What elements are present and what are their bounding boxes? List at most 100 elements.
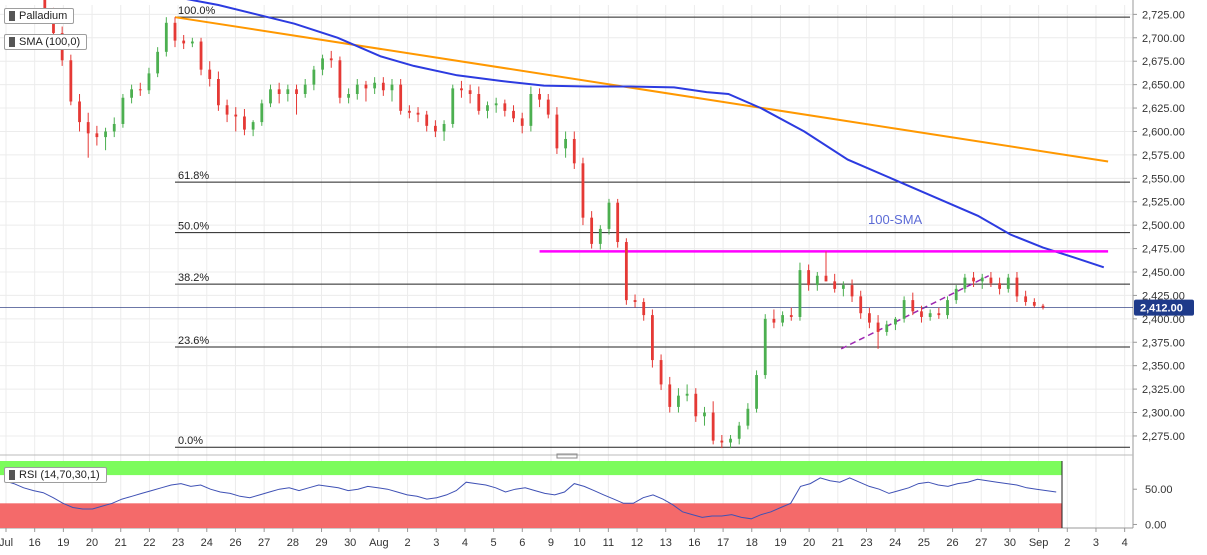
candle-body: [954, 288, 958, 301]
candle: [364, 80, 368, 102]
candle-body: [277, 89, 281, 94]
price-tick-label: 2,400.00: [1142, 314, 1185, 326]
candle-body: [902, 300, 906, 319]
candle: [789, 307, 793, 321]
candle-body: [859, 296, 863, 314]
fib-label: 0.0%: [178, 435, 203, 447]
candle-body: [677, 395, 680, 407]
candle: [581, 157, 585, 226]
candle-body: [755, 375, 758, 409]
candle-body: [920, 311, 923, 317]
time-tick-label: 22: [143, 537, 155, 549]
candle: [234, 107, 238, 132]
candle-body: [286, 89, 290, 94]
time-tick-label: 23: [172, 537, 184, 549]
candle: [425, 110, 429, 132]
grid-lines: [0, 5, 1133, 528]
candle-body: [937, 313, 941, 316]
candle: [295, 84, 298, 115]
candle-body: [772, 318, 776, 323]
candle-body: [460, 88, 463, 91]
candle-body: [95, 133, 99, 138]
candle-body: [616, 202, 620, 243]
candle-body: [581, 163, 585, 218]
price-tick-label: 2,300.00: [1142, 408, 1185, 420]
candle: [616, 198, 620, 248]
candle-body: [156, 51, 160, 74]
time-tick-label: 16: [29, 537, 41, 549]
candle: [260, 99, 264, 126]
candle-body: [555, 114, 559, 149]
candle: [633, 294, 637, 308]
candle-body: [564, 138, 567, 149]
rsi-swatch-icon: [9, 470, 15, 480]
candle: [104, 127, 107, 151]
candle-body: [43, 0, 47, 12]
candle-body: [703, 412, 706, 417]
rsi-line: [3, 477, 1057, 520]
candle: [434, 120, 437, 138]
candle-body: [329, 58, 333, 61]
sma-annotation: 100-SMA: [868, 212, 923, 227]
candle: [781, 311, 784, 327]
symbol-legend[interactable]: Palladium: [4, 8, 75, 24]
candle-body: [208, 69, 212, 80]
time-tick-label: 30: [1004, 537, 1016, 549]
candle-body: [269, 89, 272, 104]
sma-legend[interactable]: SMA (100,0): [4, 34, 88, 50]
candle-body: [355, 84, 359, 94]
candle-body: [607, 202, 611, 229]
candle-body: [407, 110, 411, 113]
fib-label: 50.0%: [178, 221, 209, 233]
time-tick-label: 11: [603, 537, 614, 549]
candle: [737, 421, 741, 445]
time-tick-label: 29: [315, 537, 327, 549]
candle: [243, 108, 246, 136]
candle-body: [520, 118, 524, 126]
candle-body: [729, 438, 732, 443]
candle: [121, 94, 125, 128]
candle: [321, 54, 324, 76]
candle-body: [78, 101, 81, 123]
candle-body: [815, 275, 819, 286]
candle: [668, 376, 672, 413]
time-tick-label: 2: [405, 537, 411, 549]
candle: [755, 370, 758, 413]
price-tick-label: 2,675.00: [1142, 56, 1185, 68]
time-tick-label: 26: [946, 537, 958, 549]
candle-body: [807, 270, 811, 286]
candle-body: [972, 277, 975, 282]
candle: [347, 88, 350, 104]
candle: [390, 79, 394, 102]
candle-body: [364, 84, 368, 89]
candle: [277, 82, 281, 104]
price-tick-label: 2,725.00: [1142, 9, 1185, 21]
rsi-legend[interactable]: RSI (14,70,30,1): [4, 467, 107, 483]
candle: [173, 17, 177, 48]
candle-body: [451, 88, 455, 124]
time-tick-label: Sep: [1029, 537, 1049, 549]
rising-support-line: [840, 275, 990, 350]
candle: [963, 273, 967, 293]
price-tick-label: 2,500.00: [1142, 220, 1185, 232]
candle-body: [998, 283, 1001, 289]
candle-body: [850, 285, 854, 297]
candle: [529, 86, 533, 132]
candle-body: [1015, 277, 1019, 297]
price-tick-label: 2,450.00: [1142, 267, 1185, 279]
candle: [824, 251, 828, 282]
candle: [598, 225, 602, 250]
candle-body: [217, 79, 220, 106]
price-tick-label: 2,550.00: [1142, 173, 1185, 185]
candle-body: [633, 300, 637, 302]
candle-body: [121, 97, 125, 124]
price-tick-label: 2,275.00: [1142, 431, 1185, 443]
time-tick-label: 28: [287, 537, 299, 549]
candle-body: [711, 412, 715, 441]
current-price-label: 2,412.00: [1140, 303, 1183, 315]
candle: [711, 401, 715, 445]
panel-resize-handle-icon: [556, 453, 578, 459]
candle-body: [86, 122, 90, 134]
candle: [303, 79, 307, 98]
